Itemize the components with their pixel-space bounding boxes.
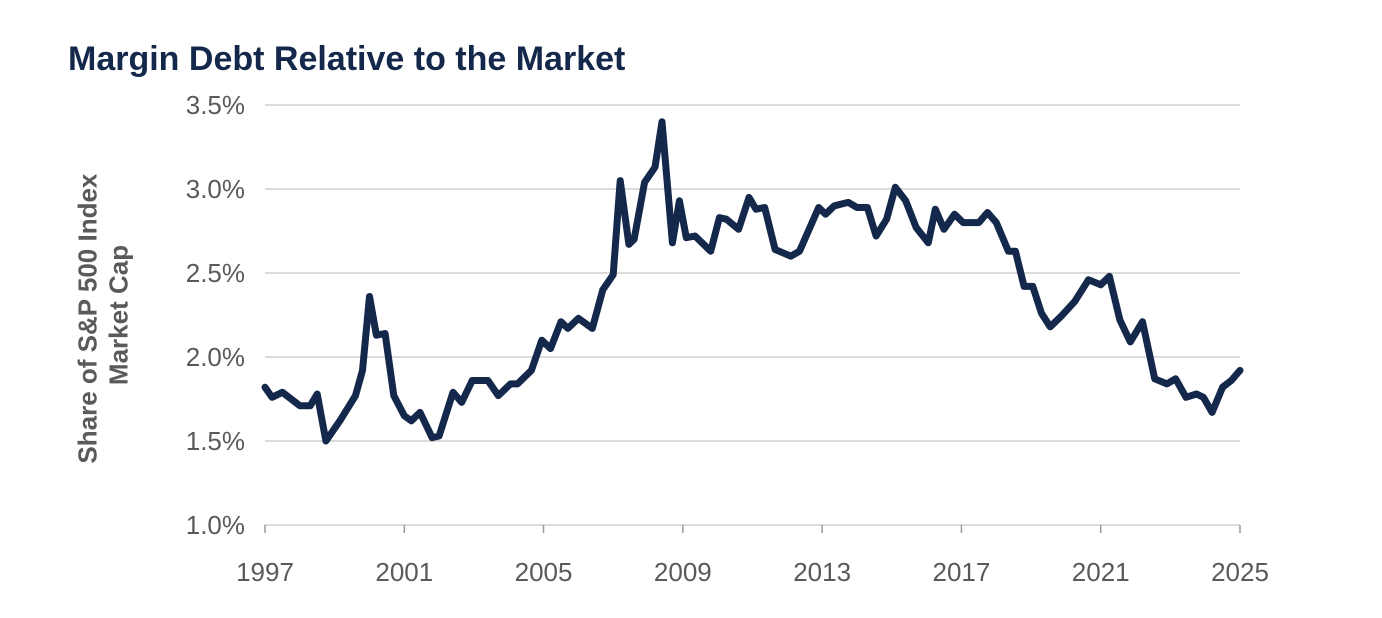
x-tick-label: 2001 — [375, 557, 433, 587]
x-tick-label: 2025 — [1211, 557, 1269, 587]
y-tick-label: 2.5% — [186, 258, 245, 288]
x-tick-label: 1997 — [236, 557, 294, 587]
y-tick-label: 1.5% — [186, 426, 245, 456]
data-line — [261, 118, 1244, 445]
y-tick-label: 1.0% — [186, 510, 245, 540]
x-tick-label: 2021 — [1072, 557, 1130, 587]
x-tick-label: 2013 — [793, 557, 851, 587]
y-tick-label: 3.5% — [186, 90, 245, 120]
y-axis-label-text: Share of S&P 500 Index Market Cap — [72, 166, 133, 463]
x-tick-label: 2017 — [933, 557, 991, 587]
x-tick-label: 2005 — [515, 557, 573, 587]
y-tick-label: 2.0% — [186, 342, 245, 372]
x-tick-label: 2009 — [654, 557, 712, 587]
y-axis-label: Share of S&P 500 Index Market Cap — [72, 166, 133, 463]
chart-title: Margin Debt Relative to the Market — [68, 40, 625, 78]
y-tick-label: 3.0% — [186, 174, 245, 204]
